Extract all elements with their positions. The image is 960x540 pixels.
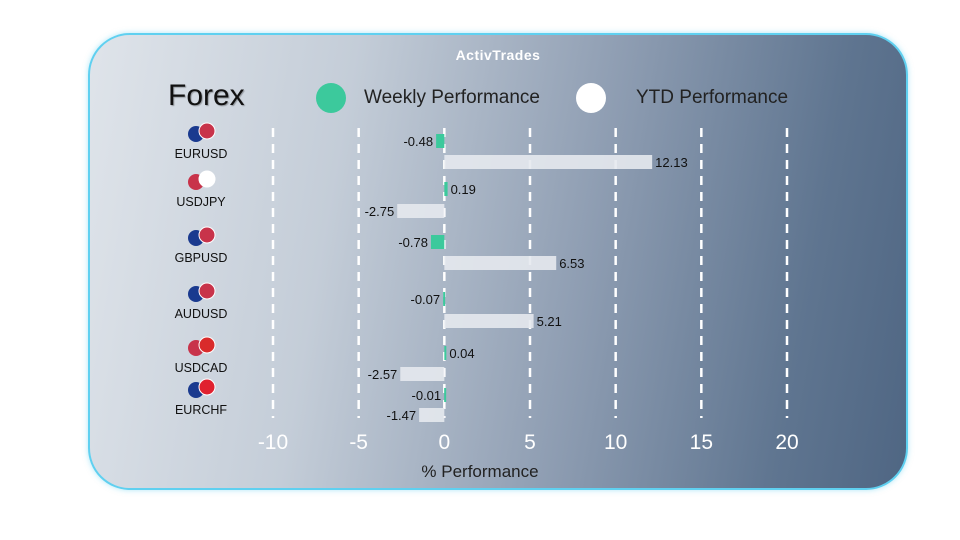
chart-card: ActivTrades Forex Weekly Performance YTD… bbox=[88, 33, 908, 490]
currency-flag-icon bbox=[198, 378, 216, 396]
x-tick-label: -10 bbox=[258, 431, 288, 454]
currency-flag-icon bbox=[198, 282, 216, 300]
weekly-data-label: -0.01 bbox=[412, 388, 442, 403]
legend-weekly: Weekly Performance bbox=[316, 83, 540, 113]
currency-flag-icon bbox=[198, 122, 216, 140]
ytd-bar bbox=[400, 367, 445, 381]
ytd-data-label: -2.75 bbox=[365, 204, 395, 219]
x-tick-label: 10 bbox=[604, 431, 627, 454]
ytd-bar bbox=[444, 256, 557, 270]
x-tick-label: 5 bbox=[524, 431, 536, 454]
category-label: USDCAD bbox=[175, 361, 228, 375]
weekly-data-label: 0.04 bbox=[449, 346, 474, 361]
legend-ytd-swatch bbox=[576, 83, 606, 113]
weekly-bar bbox=[444, 388, 447, 402]
weekly-bar bbox=[444, 346, 447, 360]
weekly-bar bbox=[436, 134, 445, 148]
weekly-bar bbox=[443, 292, 446, 306]
ytd-data-label: -1.47 bbox=[387, 408, 417, 423]
ytd-bar bbox=[397, 204, 445, 218]
category-label: EURUSD bbox=[175, 147, 228, 161]
x-tick-label: 20 bbox=[775, 431, 798, 454]
category-label: AUDUSD bbox=[175, 307, 228, 321]
x-tick-label: 0 bbox=[438, 431, 450, 454]
ytd-bar bbox=[419, 408, 445, 422]
x-tick-label: -5 bbox=[349, 431, 368, 454]
x-tick-label: 15 bbox=[690, 431, 713, 454]
weekly-data-label: -0.48 bbox=[403, 134, 433, 149]
weekly-bar bbox=[444, 182, 448, 196]
x-axis-label: % Performance bbox=[421, 462, 538, 481]
currency-flag-icon bbox=[198, 226, 216, 244]
legend-ytd: YTD Performance bbox=[576, 83, 788, 113]
ytd-data-label: 5.21 bbox=[537, 314, 562, 329]
chart-title: Forex bbox=[168, 79, 245, 112]
category-label: EURCHF bbox=[175, 403, 227, 417]
currency-flag-icon bbox=[198, 170, 216, 188]
ytd-data-label: -2.57 bbox=[368, 367, 398, 382]
activtrades-logo: ActivTrades bbox=[455, 47, 541, 63]
currency-flag-icon bbox=[198, 336, 216, 354]
weekly-data-label: 0.19 bbox=[451, 182, 476, 197]
ytd-data-label: 12.13 bbox=[655, 155, 688, 170]
weekly-data-label: -0.07 bbox=[410, 292, 440, 307]
legend-ytd-label: YTD Performance bbox=[636, 87, 789, 108]
legend-weekly-label: Weekly Performance bbox=[364, 87, 540, 108]
category-label: USDJPY bbox=[176, 195, 226, 209]
legend-weekly-swatch bbox=[316, 83, 346, 113]
ytd-bar bbox=[444, 155, 653, 169]
ytd-bar bbox=[444, 314, 534, 328]
category-label: GBPUSD bbox=[175, 251, 228, 265]
ytd-data-label: 6.53 bbox=[559, 256, 584, 271]
weekly-bar bbox=[430, 235, 445, 249]
weekly-data-label: -0.78 bbox=[398, 235, 428, 250]
